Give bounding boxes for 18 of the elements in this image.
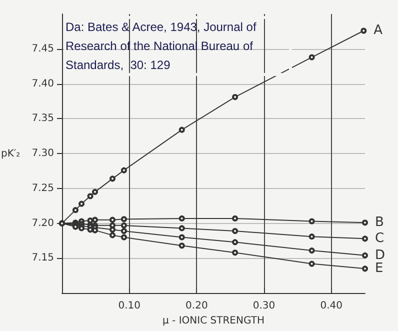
y-tick-label: 7.40 bbox=[32, 78, 54, 90]
x-tick-label: 0.10 bbox=[118, 300, 140, 312]
series-label: D bbox=[375, 248, 386, 263]
y-tick-label: 7.15 bbox=[32, 252, 54, 264]
y-tick-label: 7.45 bbox=[32, 43, 54, 54]
x-tick-label: 0.20 bbox=[186, 300, 208, 312]
series-label: E bbox=[375, 261, 384, 276]
y-tick-label: 7.35 bbox=[32, 113, 54, 124]
x-tick-label: 0.30 bbox=[252, 300, 276, 312]
y-tick-label: 7.25 bbox=[32, 182, 54, 194]
y-tick-label: 7.30 bbox=[32, 148, 54, 160]
series-label: A bbox=[374, 23, 383, 38]
x-tick-label: 0.40 bbox=[320, 300, 342, 312]
y-axis-title: pK′₂ bbox=[1, 148, 20, 160]
x-axis-title: μ - IONIC STRENGTH bbox=[162, 316, 264, 326]
y-tick-label: 7.20 bbox=[32, 218, 54, 229]
series-label: C bbox=[375, 231, 384, 246]
series-label: B bbox=[375, 215, 384, 230]
